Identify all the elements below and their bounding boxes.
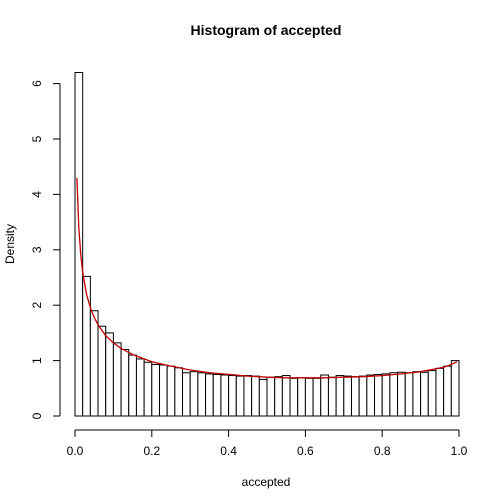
x-tick-label: 0.0 bbox=[67, 444, 84, 458]
histogram-bar bbox=[105, 332, 114, 417]
histogram-bar bbox=[174, 367, 184, 417]
x-axis-label: accepted bbox=[242, 475, 291, 489]
y-tick-label: 5 bbox=[30, 135, 44, 142]
histogram-bar bbox=[197, 372, 207, 417]
y-axis-label: Density bbox=[3, 224, 17, 264]
histogram-bar bbox=[143, 361, 153, 417]
histogram-bar bbox=[205, 373, 214, 417]
x-axis: 0.0 0.2 0.4 0.6 0.8 1.0 bbox=[67, 429, 468, 458]
histogram-bar bbox=[427, 370, 437, 417]
histogram-bar bbox=[251, 375, 260, 417]
histogram-bar bbox=[166, 365, 176, 417]
x-tick-label: 0.8 bbox=[374, 444, 391, 458]
x-tick-label: 0.6 bbox=[297, 444, 314, 458]
histogram-bar bbox=[158, 364, 168, 417]
histogram-bar bbox=[74, 72, 84, 417]
histogram-bar bbox=[335, 375, 345, 417]
x-tick-label: 0.2 bbox=[143, 444, 160, 458]
histogram-bar bbox=[182, 372, 191, 417]
histogram-bar bbox=[220, 374, 230, 417]
histogram-bar bbox=[112, 342, 122, 417]
histogram-bar bbox=[327, 376, 337, 417]
histogram-bar bbox=[281, 375, 291, 417]
histogram-bar bbox=[366, 374, 376, 417]
y-tick-label: 6 bbox=[30, 80, 44, 87]
histogram-bar bbox=[450, 360, 460, 417]
x-tick-label: 1.0 bbox=[451, 444, 468, 458]
histogram-bar bbox=[435, 367, 445, 417]
histogram-bar bbox=[412, 371, 422, 417]
y-tick-label: 1 bbox=[30, 357, 44, 364]
histogram-bar bbox=[228, 375, 237, 417]
x-tick-label: 0.4 bbox=[220, 444, 237, 458]
histogram-bar bbox=[235, 375, 245, 417]
histogram-bar bbox=[266, 376, 276, 417]
histogram-bar bbox=[289, 377, 299, 417]
histogram-bar bbox=[212, 373, 222, 417]
histogram-bar bbox=[258, 378, 268, 417]
histogram-bar bbox=[389, 372, 399, 417]
y-tick-label: 0 bbox=[30, 412, 44, 419]
histogram-bar bbox=[304, 377, 314, 417]
y-tick-label: 2 bbox=[30, 302, 44, 309]
y-axis: 0 1 2 3 4 5 6 bbox=[30, 80, 61, 419]
histogram-bar bbox=[297, 377, 306, 417]
histogram-bar bbox=[312, 377, 322, 417]
histogram-bar bbox=[320, 374, 329, 417]
histogram-bar bbox=[128, 354, 137, 417]
histogram-bar bbox=[358, 375, 368, 417]
histogram-bar bbox=[374, 373, 383, 417]
histogram-bar bbox=[135, 358, 145, 417]
histogram-bar bbox=[350, 376, 360, 417]
y-tick-label: 4 bbox=[30, 191, 44, 198]
chart-title: Histogram of accepted bbox=[191, 22, 342, 38]
histogram-bar bbox=[443, 365, 452, 417]
density-curve bbox=[76, 177, 458, 379]
histogram-bar bbox=[343, 375, 352, 417]
histogram-bar bbox=[243, 375, 253, 417]
histogram-bars bbox=[74, 72, 460, 417]
histogram-bar bbox=[82, 275, 91, 417]
histogram-bar bbox=[381, 373, 391, 417]
histogram-bar bbox=[404, 372, 414, 417]
histogram-bar bbox=[120, 349, 130, 417]
histogram-bar bbox=[397, 371, 406, 417]
histogram-bar bbox=[274, 376, 283, 417]
histogram-bar bbox=[89, 310, 99, 417]
y-tick-label: 3 bbox=[30, 246, 44, 253]
histogram-bar bbox=[151, 363, 160, 417]
histogram-bar bbox=[97, 325, 107, 417]
histogram-bar bbox=[189, 371, 199, 417]
histogram-bar bbox=[420, 371, 429, 417]
